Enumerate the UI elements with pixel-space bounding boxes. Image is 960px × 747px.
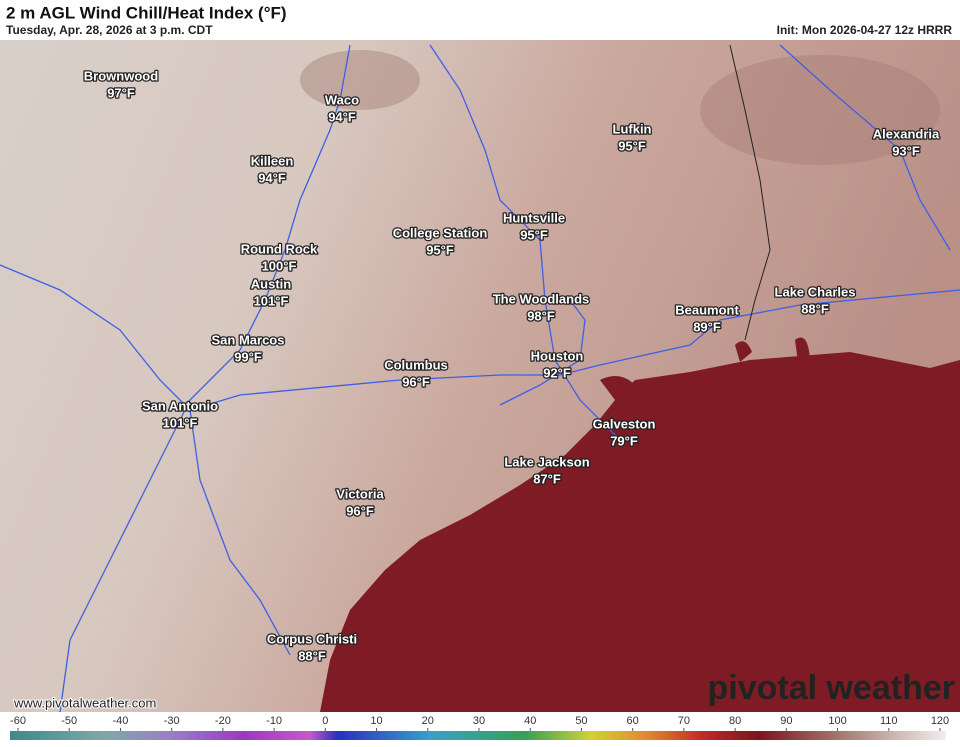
city-name: Alexandria <box>873 126 940 141</box>
city-name: Austin <box>251 276 292 291</box>
city-name: Beaumont <box>675 302 739 317</box>
colorbar-label: 100 <box>828 715 846 727</box>
city-name: Houston <box>531 348 584 363</box>
road <box>499 299 586 406</box>
colorbar-label: 10 <box>370 715 382 727</box>
city-name: College Station <box>393 225 488 240</box>
colorbar-label: -50 <box>61 715 77 727</box>
init-time: Init: Mon 2026-04-27 12z HRRR <box>777 23 953 37</box>
city-temp: 94°F <box>258 170 286 185</box>
colorbar-label: 80 <box>729 715 741 727</box>
gulf <box>320 352 960 712</box>
road <box>189 409 291 656</box>
city-temp: 97°F <box>107 85 135 100</box>
colorbar-label: 20 <box>422 715 434 727</box>
city-temp: 95°F <box>618 138 646 153</box>
terrain <box>300 50 420 110</box>
colorbar-label: 90 <box>780 715 792 727</box>
city-labels: Brownwood 97°F Waco 94°F Killeen 94°F Lufkin 95… <box>83 67 942 665</box>
city-temp: 100°F <box>262 258 297 273</box>
city-name: San Marcos <box>212 332 285 347</box>
city-name: Lake Jackson <box>504 454 589 469</box>
city-temp: 99°F <box>234 349 262 364</box>
city-name: Huntsville <box>503 210 565 225</box>
city-temp: 93°F <box>892 143 920 158</box>
city-name: The Woodlands <box>493 291 590 306</box>
colorbar-ticks: -60 -50 -40 -30 -20 -10 0 10 20 30 40 50 60 70 80 90 100… <box>10 715 949 731</box>
city-temp: 88°F <box>298 648 326 663</box>
city-name: Corpus Christi <box>267 631 357 646</box>
city-temp: 89°F <box>693 319 721 334</box>
city-temp: 101°F <box>163 415 198 430</box>
colorbar-label: -10 <box>266 715 282 727</box>
city-name: Galveston <box>593 416 656 431</box>
city-temp: 98°F <box>527 308 555 323</box>
city-temp: 87°F <box>533 471 561 486</box>
city-name: Lufkin <box>613 121 652 136</box>
city-name: Lake Charles <box>775 284 856 299</box>
road <box>779 44 951 251</box>
header-bg <box>0 0 960 40</box>
city-name: Round Rock <box>241 241 318 256</box>
colorbar-label: 50 <box>575 715 587 727</box>
city-name: Killeen <box>251 153 294 168</box>
colorbar-label: 120 <box>931 715 949 727</box>
city-temp: 95°F <box>520 227 548 242</box>
road <box>429 44 621 441</box>
city-temp: 96°F <box>346 503 374 518</box>
bay <box>600 337 810 400</box>
website: www.pivotalweather.com <box>13 695 156 710</box>
city-temp: 95°F <box>426 242 454 257</box>
colorbar-label: -30 <box>164 715 180 727</box>
road <box>59 44 351 713</box>
colorbar-label: 60 <box>627 715 639 727</box>
colorbar-label: -60 <box>10 715 26 727</box>
city-temp: 96°F <box>402 374 430 389</box>
city-temp: 94°F <box>328 109 356 124</box>
logo: pivotal weather <box>707 669 955 707</box>
title: 2 m AGL Wind Chill/Heat Index (°F) <box>6 3 287 22</box>
colorbar <box>10 731 946 740</box>
city-name: Waco <box>325 92 359 107</box>
border <box>729 44 771 341</box>
colorbar-label: 70 <box>678 715 690 727</box>
city-name: Victoria <box>336 486 384 501</box>
terrain <box>700 55 940 165</box>
city-temp: 101°F <box>254 293 289 308</box>
colorbar-label: 0 <box>322 715 328 727</box>
colorbar-label: 40 <box>524 715 536 727</box>
city-temp: 92°F <box>543 365 571 380</box>
colorbar-label: -40 <box>112 715 128 727</box>
subtitle: Tuesday, Apr. 28, 2026 at 3 p.m. CDT <box>6 23 213 37</box>
city-name: San Antonio <box>142 398 218 413</box>
colorbar-label: 30 <box>473 715 485 727</box>
city-name: Columbus <box>384 357 448 372</box>
colorbar-label: -20 <box>215 715 231 727</box>
city-name: Brownwood <box>84 68 158 83</box>
city-temp: 88°F <box>801 301 829 316</box>
road <box>0 264 960 411</box>
colorbar-label: 110 <box>880 715 898 727</box>
city-temp: 79°F <box>610 433 638 448</box>
